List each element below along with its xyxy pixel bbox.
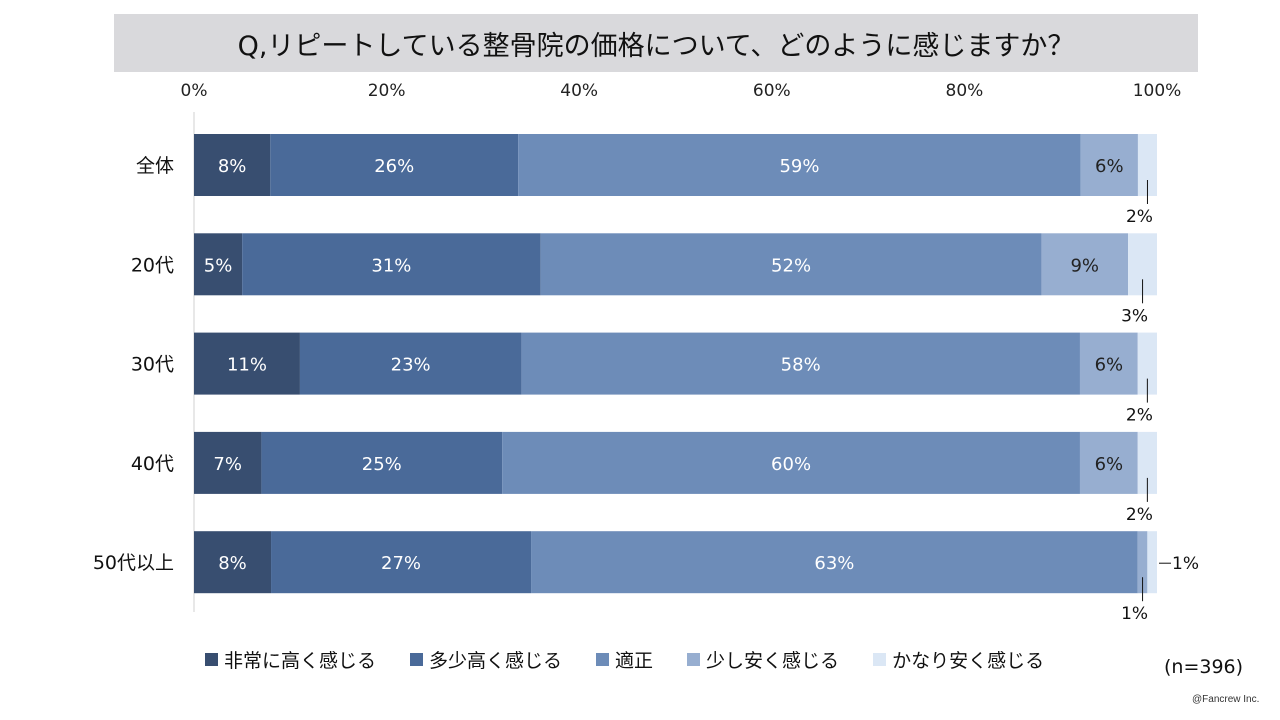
data-label: 60%: [771, 454, 811, 475]
data-label: 25%: [362, 454, 402, 475]
data-label: 2%: [1126, 406, 1153, 426]
legend-swatch: [596, 653, 610, 666]
data-label: 6%: [1095, 355, 1124, 376]
x-tick-label: 80%: [946, 81, 984, 101]
legend-swatch: [687, 653, 701, 666]
data-label: 23%: [391, 355, 431, 376]
data-label: 11%: [227, 355, 267, 376]
category-label: 50代以上: [93, 552, 174, 574]
legend-label: かなり安く感じる: [892, 650, 1045, 672]
legend-label: 非常に高く感じる: [224, 650, 377, 672]
bar-segment: [299, 332, 522, 395]
bar-segment: [531, 531, 1138, 594]
bar-segment: [242, 233, 541, 296]
data-label: 2%: [1126, 207, 1153, 227]
bar-segment: [1137, 332, 1157, 395]
data-label: 8%: [218, 156, 247, 177]
data-label: 8%: [218, 553, 247, 574]
legend-item: 適正: [596, 646, 653, 673]
sample-size-label: (n=396): [1164, 656, 1244, 678]
data-label: 3%: [1121, 306, 1148, 326]
data-label: 27%: [381, 553, 421, 574]
data-label: 6%: [1095, 454, 1124, 475]
data-label: 1%: [1121, 604, 1148, 624]
legend-swatch: [205, 653, 218, 666]
bar-segment: [521, 332, 1080, 395]
category-label: 40代: [131, 453, 174, 475]
x-tick-label: 40%: [560, 81, 598, 101]
bar-segment: [1080, 134, 1138, 196]
data-label: 58%: [781, 355, 821, 376]
legend-item: 少し安く感じる: [687, 646, 839, 673]
legend: 非常に高く感じる 多少高く感じる 適正 少し安く感じる かなり安く感じる: [205, 646, 1044, 673]
bar-segment: [502, 431, 1080, 494]
legend-item: 非常に高く感じる: [205, 646, 376, 673]
category-label: 全体: [136, 155, 174, 177]
data-label: 59%: [779, 156, 819, 177]
bar-segment: [1079, 332, 1138, 395]
data-label: 6%: [1095, 156, 1124, 177]
bar-segment: [1137, 431, 1157, 494]
bar-segment: [1147, 531, 1157, 594]
data-label: 26%: [374, 156, 414, 177]
bar-segment: [194, 332, 300, 395]
bar-segment: [194, 531, 272, 594]
legend-label: 多少高く感じる: [429, 650, 563, 672]
legend-label: 少し安く感じる: [706, 650, 840, 672]
bar-segment: [194, 134, 271, 196]
category-label: 20代: [131, 254, 174, 276]
legend-item: かなり安く感じる: [873, 646, 1044, 673]
x-tick-label: 100%: [1133, 81, 1182, 101]
bar-segment: [1079, 431, 1138, 494]
bar-segment: [271, 531, 532, 594]
bar-segment: [540, 233, 1042, 296]
data-label: 5%: [204, 255, 233, 276]
chart-title: Q,リピートしている整骨院の価格について、どのように感じますか？: [114, 14, 1198, 72]
data-label: 52%: [771, 255, 811, 276]
legend-swatch: [410, 653, 424, 666]
legend-swatch: [873, 653, 887, 666]
bar-segment: [518, 134, 1081, 196]
bar-segment: [1041, 233, 1129, 296]
data-label: 9%: [1070, 255, 1099, 276]
data-label: 63%: [814, 553, 854, 574]
category-label: 30代: [131, 354, 174, 376]
data-label: 7%: [213, 454, 242, 475]
x-tick-label: 20%: [368, 81, 406, 101]
legend-item: 多少高く感じる: [410, 646, 562, 673]
bar-segment: [1137, 531, 1148, 594]
legend-label: 適正: [615, 650, 654, 672]
bar-segment: [194, 233, 243, 296]
copyright: @Fancrew Inc.: [1192, 694, 1260, 705]
data-label: 31%: [371, 255, 411, 276]
bar-segment: [270, 134, 519, 196]
data-label: 2%: [1126, 505, 1153, 525]
bar-segment: [194, 431, 262, 494]
x-tick-label: 60%: [753, 81, 791, 101]
x-tick-label: 0%: [181, 81, 208, 101]
data-label: 1%: [1172, 554, 1199, 574]
bar-segment: [261, 431, 503, 494]
bar-segment: [1137, 134, 1157, 196]
